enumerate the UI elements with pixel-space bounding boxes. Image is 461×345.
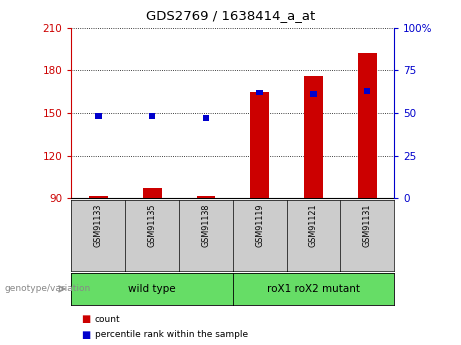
Text: GSM91131: GSM91131 — [363, 204, 372, 247]
Bar — [95, 114, 101, 119]
Text: GSM91119: GSM91119 — [255, 204, 264, 247]
Bar — [304, 76, 323, 198]
Bar — [149, 114, 155, 119]
Text: GSM91121: GSM91121 — [309, 204, 318, 247]
Bar — [203, 115, 209, 121]
Bar — [196, 196, 215, 198]
Bar — [364, 88, 371, 94]
Text: GSM91133: GSM91133 — [94, 204, 103, 247]
Text: GDS2769 / 1638414_a_at: GDS2769 / 1638414_a_at — [146, 9, 315, 22]
Bar — [250, 92, 269, 198]
Text: percentile rank within the sample: percentile rank within the sample — [95, 330, 248, 339]
Bar — [256, 89, 263, 96]
Text: genotype/variation: genotype/variation — [5, 284, 91, 294]
Bar — [310, 91, 317, 97]
Text: GSM91138: GSM91138 — [201, 204, 210, 247]
Bar — [89, 196, 108, 198]
Bar — [358, 53, 377, 198]
Text: roX1 roX2 mutant: roX1 roX2 mutant — [267, 284, 360, 294]
Text: ■: ■ — [81, 330, 90, 339]
Bar — [143, 188, 161, 198]
Text: GSM91135: GSM91135 — [148, 204, 157, 247]
Text: wild type: wild type — [128, 284, 176, 294]
Text: count: count — [95, 315, 120, 324]
Text: ■: ■ — [81, 314, 90, 324]
